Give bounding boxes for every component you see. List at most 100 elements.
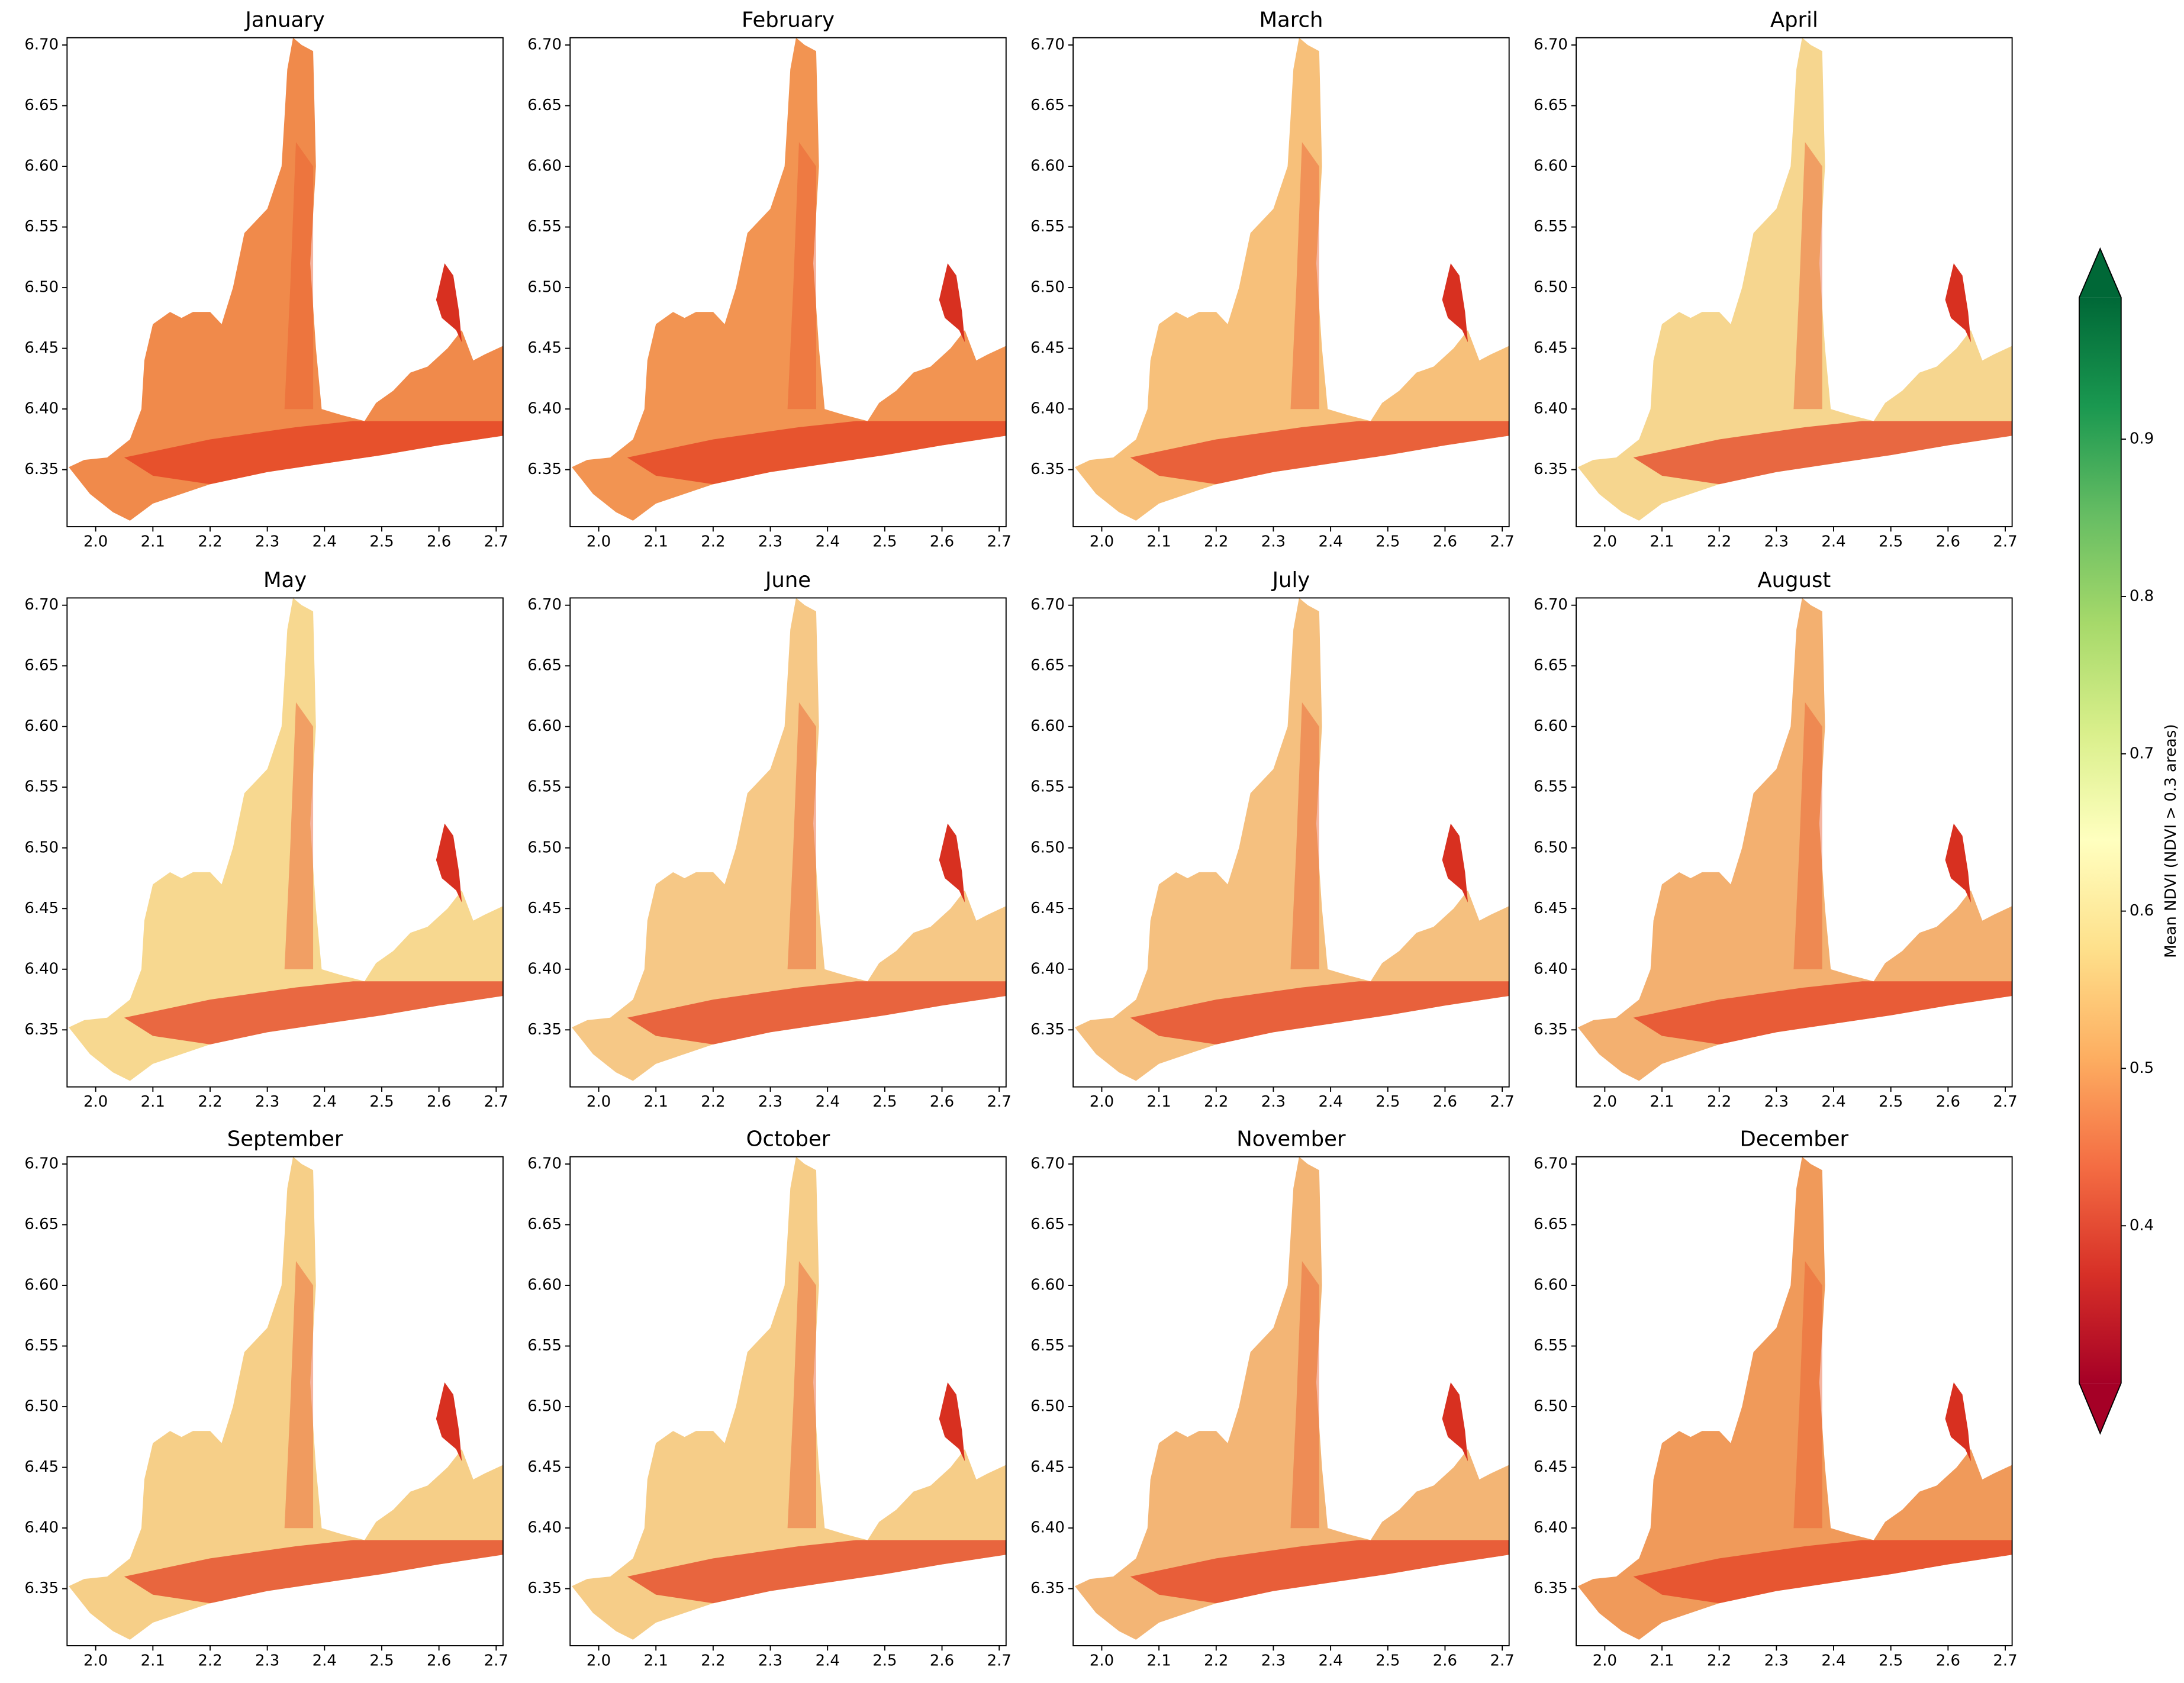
x-tick-label: 2.3 xyxy=(758,1652,782,1669)
colorbar-outline xyxy=(2078,247,2122,1435)
x-tick-label: 2.4 xyxy=(1821,533,1845,550)
y-tick-label: 6.70 xyxy=(527,596,562,614)
land-area xyxy=(1074,598,1509,1081)
lagoon-area xyxy=(436,263,462,343)
y-tick-label: 6.65 xyxy=(527,96,562,114)
y-tick-label: 6.55 xyxy=(1030,1337,1065,1355)
y-tick-label: 6.50 xyxy=(24,279,59,296)
colorbar-extend-bottom xyxy=(2079,1383,2121,1434)
y-tick-label: 6.45 xyxy=(24,899,59,917)
x-tick-label: 2.0 xyxy=(83,1093,108,1111)
x-tick-label: 2.7 xyxy=(484,1093,508,1111)
x-tick-label: 2.2 xyxy=(198,1652,222,1669)
x-tick-label: 2.0 xyxy=(1090,1652,1114,1669)
lagoon-area xyxy=(436,823,462,903)
axes-frame xyxy=(1072,1156,1510,1646)
panel-title: May xyxy=(263,568,307,592)
y-tick-label: 6.50 xyxy=(1030,839,1065,856)
coastal-band xyxy=(124,1540,503,1604)
colorbar-tick-label: 0.9 xyxy=(2130,430,2154,448)
x-tick-label: 2.5 xyxy=(1376,533,1400,550)
panel-title: June xyxy=(764,568,811,592)
lagoon-area xyxy=(939,823,965,903)
y-tick-label: 6.35 xyxy=(24,1021,59,1039)
lagoon-area xyxy=(1442,263,1468,343)
lagoon-area xyxy=(1442,823,1468,903)
panel-title: November xyxy=(1236,1127,1346,1151)
y-tick-label: 6.45 xyxy=(24,1458,59,1476)
y-tick-label: 6.55 xyxy=(527,1337,562,1355)
y-tick-label: 6.40 xyxy=(527,960,562,978)
land-area xyxy=(572,1156,1006,1640)
y-tick-label: 6.70 xyxy=(24,596,59,614)
x-tick-label: 2.1 xyxy=(1650,1093,1674,1111)
x-tick-label: 2.2 xyxy=(1204,1652,1228,1669)
y-tick-label: 6.60 xyxy=(527,717,562,735)
x-tick-label: 2.7 xyxy=(1993,1093,2017,1111)
x-tick-label: 2.5 xyxy=(1376,1093,1400,1111)
x-tick-label: 2.3 xyxy=(255,1652,279,1669)
x-tick-label: 2.5 xyxy=(1879,533,1903,550)
y-tick-label: 6.55 xyxy=(24,778,59,796)
y-tick-label: 6.65 xyxy=(1534,657,1568,675)
y-tick-label: 6.70 xyxy=(1030,596,1065,614)
axes-frame xyxy=(66,37,504,527)
panel-title: August xyxy=(1757,568,1831,592)
river-band xyxy=(284,142,314,410)
colorbar-tick-label: 0.7 xyxy=(2130,744,2154,762)
map-panel: September 2.0 2.1 2.2 2.3 2.4 2.5 2.6 2.7 6.35 6.4… xyxy=(24,1127,508,1669)
y-tick-label: 6.60 xyxy=(527,157,562,175)
coastal-band xyxy=(1633,1540,2012,1604)
y-tick-label: 6.35 xyxy=(1030,1021,1065,1039)
colorbar-tick-label: 0.6 xyxy=(2130,902,2154,920)
y-tick-label: 6.45 xyxy=(1534,899,1568,917)
panel-title: September xyxy=(227,1127,343,1151)
x-tick-label: 2.2 xyxy=(198,533,222,550)
y-tick-label: 6.60 xyxy=(1030,1276,1065,1294)
y-tick-label: 6.70 xyxy=(24,1155,59,1173)
y-tick-label: 6.65 xyxy=(1030,1216,1065,1233)
y-tick-label: 6.45 xyxy=(1534,339,1568,357)
coastal-band xyxy=(124,421,503,485)
y-tick-label: 6.60 xyxy=(24,157,59,175)
lagoon-area xyxy=(939,263,965,343)
map-panel: March 2.0 2.1 2.2 2.3 2.4 2.5 2.6 2.7 6.35 6.40 6.4… xyxy=(1030,8,1515,550)
map-panel: April 2.0 2.1 2.2 2.3 2.4 2.5 2.6 2.7 6.35 6.40 6.4… xyxy=(1534,8,2018,550)
river-band xyxy=(1793,702,1822,969)
axes-frame xyxy=(569,597,1007,1088)
y-tick-label: 6.55 xyxy=(1030,778,1065,796)
y-tick-label: 6.40 xyxy=(24,960,59,978)
map-panel: August 2.0 2.1 2.2 2.3 2.4 2.5 2.6 2.7 6.35 6.40 6.… xyxy=(1534,568,2018,1111)
x-tick-label: 2.6 xyxy=(1936,1093,1960,1111)
lagoon-area xyxy=(1442,1382,1468,1462)
x-tick-label: 2.4 xyxy=(816,1652,840,1669)
coastal-band xyxy=(124,981,503,1044)
y-tick-label: 6.65 xyxy=(24,96,59,114)
y-tick-label: 6.40 xyxy=(1534,400,1568,418)
y-tick-label: 6.60 xyxy=(527,1276,562,1294)
x-tick-label: 2.5 xyxy=(1376,1652,1400,1669)
y-tick-label: 6.40 xyxy=(1030,400,1065,418)
y-tick-label: 6.70 xyxy=(1030,1155,1065,1173)
y-tick-label: 6.70 xyxy=(527,36,562,54)
x-tick-label: 2.7 xyxy=(1993,1652,2017,1669)
y-tick-label: 6.60 xyxy=(24,717,59,735)
y-tick-label: 6.40 xyxy=(1030,1519,1065,1537)
map-panel: February 2.0 2.1 2.2 2.3 2.4 2.5 2.6 2.7 6.35 6.40… xyxy=(527,8,1012,550)
y-tick-label: 6.50 xyxy=(527,839,562,856)
x-tick-label: 2.6 xyxy=(1433,1652,1457,1669)
x-tick-label: 2.0 xyxy=(1090,533,1114,550)
x-tick-label: 2.6 xyxy=(427,1652,451,1669)
land-area xyxy=(1074,37,1509,521)
x-tick-label: 2.2 xyxy=(1707,1652,1731,1669)
x-tick-label: 2.4 xyxy=(1318,1093,1342,1111)
x-tick-label: 2.4 xyxy=(313,1652,337,1669)
y-tick-label: 6.65 xyxy=(24,657,59,675)
x-tick-label: 2.3 xyxy=(255,1093,279,1111)
y-tick-label: 6.35 xyxy=(527,460,562,478)
y-tick-label: 6.55 xyxy=(1534,1337,1568,1355)
y-tick-label: 6.65 xyxy=(527,657,562,675)
y-tick-label: 6.45 xyxy=(1030,339,1065,357)
land-area xyxy=(1577,37,2012,521)
x-tick-label: 2.6 xyxy=(930,1652,954,1669)
